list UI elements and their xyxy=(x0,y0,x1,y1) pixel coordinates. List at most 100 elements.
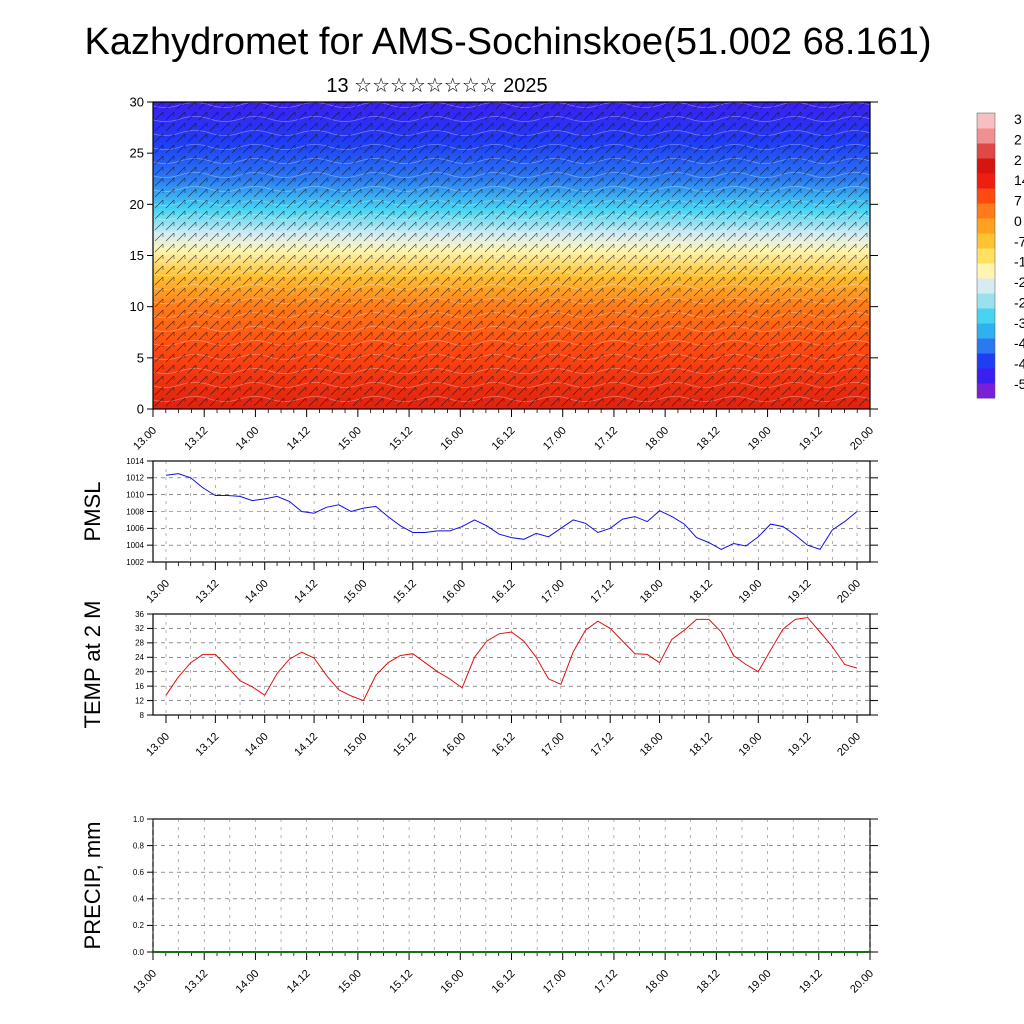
y-tick-label: 1010 xyxy=(126,490,144,499)
colorbar-label: -4 xyxy=(1014,356,1024,372)
x-tick-label: 18.12 xyxy=(687,731,715,759)
y-tick-label: 32 xyxy=(135,624,144,633)
colorbar-swatch xyxy=(977,323,995,339)
y-tick-label: 16 xyxy=(135,682,144,691)
colorbar-label: -1 xyxy=(1014,254,1024,270)
x-tick-label: 14.12 xyxy=(292,578,320,606)
colorbar-label: 2 xyxy=(1014,131,1022,147)
x-tick-label: 15.00 xyxy=(336,968,364,996)
x-tick-label: 19.12 xyxy=(786,731,814,759)
y-tick-label: 30 xyxy=(130,95,144,110)
wind-barbs xyxy=(153,102,870,409)
colorbar-swatch xyxy=(977,233,995,249)
colorbar-swatch xyxy=(977,263,995,279)
colorbar: -5 -4 -4 -3 -2 -2 -1 -7 0 7 14 2 2 3 xyxy=(976,111,1024,399)
x-tick-label: 20.00 xyxy=(848,425,876,453)
x-tick-label: 19.12 xyxy=(797,968,825,996)
colorbar-swatch xyxy=(977,173,995,189)
x-tick-label: 13.00 xyxy=(131,425,159,453)
x-tick-label: 16.12 xyxy=(490,731,518,759)
colorbar-label: -2 xyxy=(1014,274,1024,290)
colorbar-swatch xyxy=(977,218,995,234)
x-tick-label: 13.12 xyxy=(182,968,210,996)
x-tick-label: 18.00 xyxy=(638,731,666,759)
colorbar-swatch xyxy=(977,353,995,369)
x-tick-label: 18.12 xyxy=(695,968,723,996)
y-tick-label: 1002 xyxy=(126,558,144,567)
colorbar-swatch xyxy=(977,308,995,324)
x-tick-label: 14.12 xyxy=(285,425,313,453)
x-tick-label: 13.12 xyxy=(182,425,210,453)
x-tick-label: 16.00 xyxy=(438,425,466,453)
x-tick-label: 20.00 xyxy=(835,578,863,606)
figure-subtitle: 13 ☆☆☆☆☆☆☆☆ 2025 xyxy=(326,75,547,97)
x-tick-label: 16.12 xyxy=(490,425,518,453)
x-tick-label: 19.12 xyxy=(797,425,825,453)
y-tick-label: 0 xyxy=(137,402,144,417)
pmsl-panel: 13.00 13.12 14.00 14.12 15.00 15.12 16.00 16.12… xyxy=(80,457,878,606)
x-tick-label: 19.00 xyxy=(736,578,764,606)
colorbar-label: -7 xyxy=(1014,233,1024,249)
y-tick-label: 36 xyxy=(135,610,144,619)
y-tick-label: 24 xyxy=(135,653,144,662)
x-tick-label: 13.00 xyxy=(144,578,172,606)
y-tick-label: 1008 xyxy=(126,507,144,516)
colorbar-label: -2 xyxy=(1014,294,1024,310)
y-tick-label: 1.0 xyxy=(133,815,145,824)
x-tick-label: 19.00 xyxy=(746,968,774,996)
x-tick-label: 16.12 xyxy=(490,968,518,996)
figure-title: Kazhydromet for AMS-Sochinskoe(51.002 68… xyxy=(84,21,931,63)
x-tick-label: 17.00 xyxy=(539,578,567,606)
x-tick-label: 15.00 xyxy=(342,578,370,606)
x-tick-label: 19.00 xyxy=(746,425,774,453)
y-axis-label: PRECIP, mm xyxy=(80,822,105,950)
x-tick-label: 16.00 xyxy=(438,968,466,996)
colorbar-label: 7 xyxy=(1014,193,1022,209)
x-tick-label: 18.12 xyxy=(695,425,723,453)
temp-panel: 13.00 13.12 14.00 14.12 15.00 15.12 16.00 16.12… xyxy=(80,601,878,759)
y-tick-label: 1014 xyxy=(126,457,144,466)
x-tick-label: 16.00 xyxy=(440,578,468,606)
x-tick-label: 17.12 xyxy=(588,578,616,606)
x-tick-label: 19.12 xyxy=(786,578,814,606)
x-tick-label: 17.12 xyxy=(592,425,620,453)
colorbar-frame xyxy=(976,112,996,399)
x-tick-label: 17.12 xyxy=(592,968,620,996)
colorbar-label: 2 xyxy=(1014,152,1022,168)
colorbar-swatch xyxy=(977,113,995,129)
colorbar-swatch xyxy=(977,128,995,144)
x-tick-label: 20.00 xyxy=(848,968,876,996)
y-tick-label: 20 xyxy=(135,668,144,677)
x-tick-label: 15.12 xyxy=(391,731,419,759)
y-tick-label: 0.2 xyxy=(133,921,145,930)
x-tick-label: 16.00 xyxy=(440,731,468,759)
y-axis-label: TEMP at 2 M xyxy=(80,601,105,729)
x-tick-label: 15.00 xyxy=(336,425,364,453)
colorbar-label: -3 xyxy=(1014,315,1024,331)
colorbar-swatch xyxy=(977,203,995,219)
colorbar-swatch xyxy=(977,338,995,354)
colorbar-swatch xyxy=(977,158,995,174)
x-tick-label: 17.00 xyxy=(541,425,569,453)
x-tick-label: 20.00 xyxy=(835,731,863,759)
y-tick-label: 25 xyxy=(130,146,144,161)
x-tick-label: 13.12 xyxy=(194,731,222,759)
y-tick-label: 28 xyxy=(135,639,144,648)
x-tick-label: 17.00 xyxy=(539,731,567,759)
x-tick-label: 18.00 xyxy=(643,425,671,453)
x-tick-label: 15.00 xyxy=(342,731,370,759)
x-tick-label: 14.00 xyxy=(234,968,262,996)
colorbar-label: -4 xyxy=(1014,335,1024,351)
x-tick-label: 18.00 xyxy=(638,578,666,606)
y-tick-label: 0.6 xyxy=(133,868,145,877)
colorbar-swatch xyxy=(977,188,995,204)
x-tick-label: 15.12 xyxy=(387,968,415,996)
colorbar-swatch xyxy=(977,248,995,264)
y-tick-label: 8 xyxy=(140,711,145,720)
x-tick-label: 18.00 xyxy=(643,968,671,996)
colorbar-label: 14 xyxy=(1014,172,1024,188)
x-tick-label: 13.12 xyxy=(194,578,222,606)
y-tick-label: 10 xyxy=(130,299,144,314)
x-tick-label: 19.00 xyxy=(736,731,764,759)
y-axis-label: PMSL xyxy=(80,482,105,542)
